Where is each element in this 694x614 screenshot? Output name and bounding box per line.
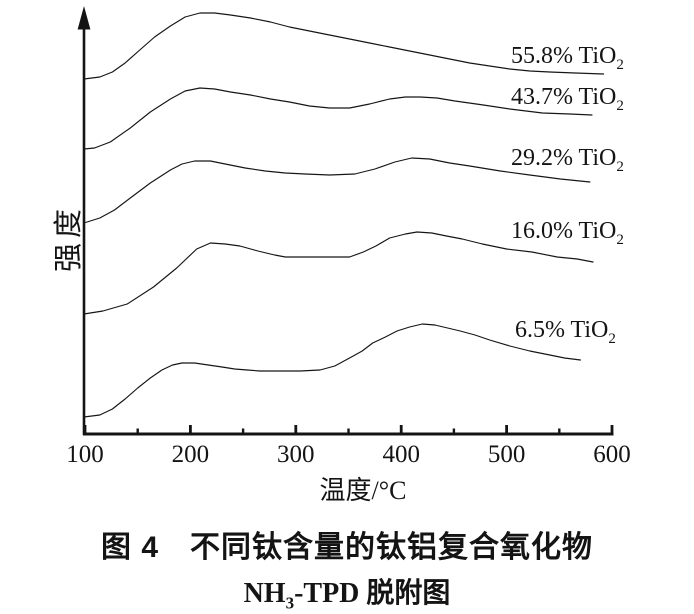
figure-caption: 图 4 不同钛含量的钛铝复合氧化物 NH3-TPD 脱附图 <box>0 522 694 614</box>
series-label-6-5-tio2: 6.5% TiO2 <box>515 317 616 347</box>
plot-canvas <box>77 6 614 436</box>
caption-subscript-3: 3 <box>285 593 295 613</box>
series-label-43-7-tio2: 43.7% TiO2 <box>511 84 624 114</box>
x-tick-label-400: 400 <box>382 441 420 468</box>
series-label-subscript: 2 <box>616 231 624 248</box>
series-label-29-2-tio2: 29.2% TiO2 <box>511 145 624 175</box>
curve-16.0-TiO2 <box>83 231 594 315</box>
curve-29.2-TiO2 <box>83 157 591 224</box>
curves-group <box>83 12 605 418</box>
x-tick-label-600: 600 <box>593 441 631 468</box>
x-tick-label-300: 300 <box>277 441 315 468</box>
curve-55.8-TiO2 <box>83 12 605 80</box>
series-label-text: 6.5% TiO <box>515 317 609 343</box>
series-label-55-8-tio2: 55.8% TiO2 <box>511 43 624 73</box>
curve-43.7-TiO2 <box>83 87 593 150</box>
curve-6.5-TiO2 <box>83 323 581 418</box>
x-axis-label: 温度/°C <box>319 476 407 505</box>
y-axis-label: 强度 <box>53 204 85 273</box>
series-label-subscript: 2 <box>616 158 624 175</box>
series-label-16-0-tio2: 16.0% TiO2 <box>511 218 624 248</box>
series-label-subscript: 2 <box>616 56 624 73</box>
series-label-subscript: 2 <box>608 330 616 347</box>
x-tick-label-200: 200 <box>171 441 210 468</box>
series-label-text: 16.0% TiO <box>511 218 617 244</box>
x-axis-ticks <box>83 425 614 434</box>
series-label-text: 43.7% TiO <box>511 84 617 110</box>
caption-tpd-text: -TPD 脱附图 <box>294 578 451 609</box>
caption-nh: NH <box>243 578 286 609</box>
y-axis-arrowhead-icon <box>77 6 91 30</box>
x-tick-label-500: 500 <box>487 441 526 468</box>
figure-caption-line1: 图 4 不同钛含量的钛铝复合氧化物 <box>100 531 594 564</box>
series-label-subscript: 2 <box>616 97 624 114</box>
figure-caption-line2: NH3-TPD 脱附图 <box>0 571 694 614</box>
series-label-text: 29.2% TiO <box>511 145 617 171</box>
x-tick-label-100: 100 <box>66 441 104 468</box>
series-label-text: 55.8% TiO <box>511 43 617 69</box>
